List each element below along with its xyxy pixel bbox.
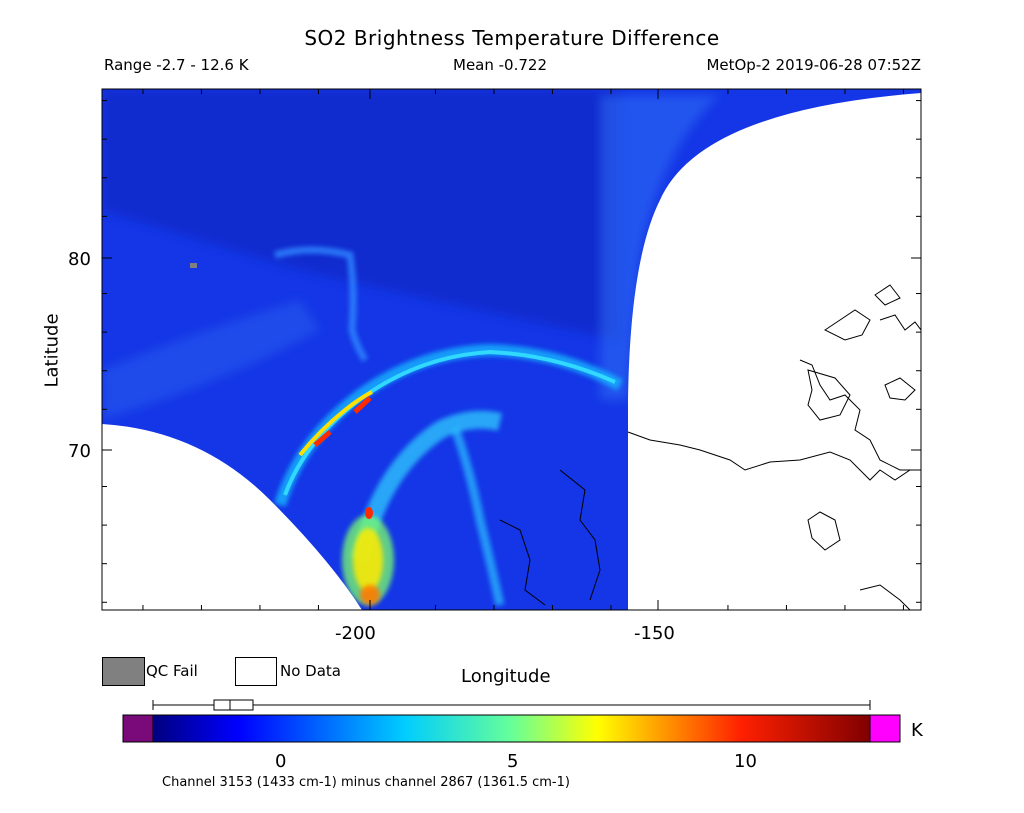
y-axis-label: Latitude	[41, 313, 63, 388]
range-label: Range -2.7 - 12.6 K	[104, 56, 249, 74]
plume-inner-branch	[450, 426, 505, 606]
colorbar-below-range	[122, 714, 154, 743]
mean-label: Mean -0.722	[453, 56, 547, 74]
satellite-time-label: MetOp-2 2019-06-28 07:52Z	[706, 56, 921, 74]
legend-label-no-data: No Data	[280, 662, 341, 680]
channel-note: Channel 3153 (1433 cm-1) minus channel 2…	[162, 775, 570, 790]
plume-outer-red-1	[313, 430, 332, 447]
field-dark-region	[102, 89, 620, 340]
whisker-box	[213, 699, 254, 711]
colorbar-tick-5: 5	[507, 751, 519, 772]
x-axis-label: Longitude	[461, 666, 551, 687]
plume-blob-orange	[360, 585, 380, 605]
colorbar-tick-10: 10	[734, 751, 757, 772]
chart-title: SO2 Brightness Temperature Difference	[304, 26, 720, 50]
field-light-strip	[600, 95, 720, 400]
axis-ticks	[102, 89, 921, 610]
colorbar	[122, 699, 901, 743]
data-field	[102, 89, 921, 610]
y-tick-label-70: 70	[68, 441, 91, 462]
colorbar-tick-0: 0	[275, 751, 287, 772]
colorbar-gradient	[153, 715, 870, 742]
no-data-region-southwest	[102, 424, 362, 610]
coastlines	[499, 284, 921, 610]
x-tick-label-minus150: -150	[634, 623, 675, 644]
plume-blob-yellow	[353, 528, 383, 592]
legend-label-qc-fail: QC Fail	[146, 662, 198, 680]
plume-outer-red-2	[353, 396, 372, 414]
colorbar-unit: K	[911, 720, 923, 741]
plume-blob-red	[365, 507, 373, 519]
plot-frame	[101, 88, 922, 611]
y-tick-label-80: 80	[68, 249, 91, 270]
field-left-strip	[102, 300, 320, 420]
colorbar-above-range	[869, 714, 901, 743]
legend-swatch-no-data	[235, 657, 277, 686]
thin-feature-north	[274, 246, 369, 362]
colorbar-frame	[122, 714, 901, 743]
x-tick-label-minus200: -200	[335, 623, 376, 644]
no-data-region-east	[628, 93, 921, 610]
qc-fail-pixel	[190, 263, 197, 268]
legend-swatch-qc-fail	[102, 657, 145, 686]
plume-outer-yellow	[298, 390, 373, 457]
minor-ticks	[102, 89, 921, 610]
